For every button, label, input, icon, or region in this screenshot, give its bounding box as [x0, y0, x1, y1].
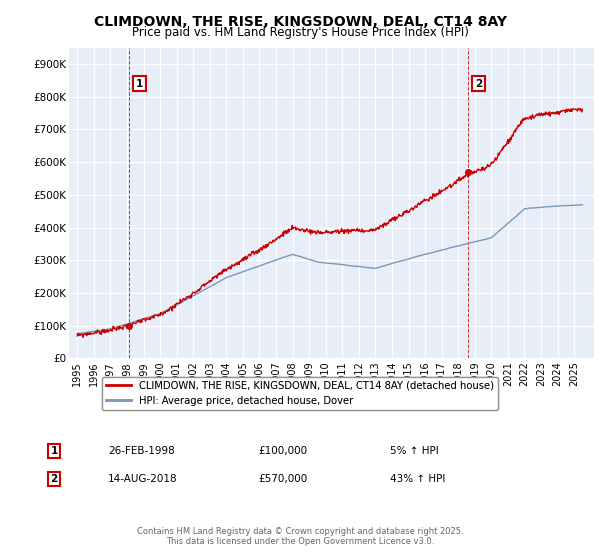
Legend: CLIMDOWN, THE RISE, KINGSDOWN, DEAL, CT14 8AY (detached house), HPI: Average pri: CLIMDOWN, THE RISE, KINGSDOWN, DEAL, CT1…: [102, 377, 498, 410]
Text: 26-FEB-1998: 26-FEB-1998: [108, 446, 175, 456]
Text: 2: 2: [475, 79, 482, 89]
Text: CLIMDOWN, THE RISE, KINGSDOWN, DEAL, CT14 8AY: CLIMDOWN, THE RISE, KINGSDOWN, DEAL, CT1…: [94, 15, 506, 29]
Text: £570,000: £570,000: [258, 474, 307, 484]
Text: 43% ↑ HPI: 43% ↑ HPI: [390, 474, 445, 484]
Text: 1: 1: [50, 446, 58, 456]
Text: Contains HM Land Registry data © Crown copyright and database right 2025.
This d: Contains HM Land Registry data © Crown c…: [137, 526, 463, 546]
Text: £100,000: £100,000: [258, 446, 307, 456]
Text: 14-AUG-2018: 14-AUG-2018: [108, 474, 178, 484]
Text: 5% ↑ HPI: 5% ↑ HPI: [390, 446, 439, 456]
Text: 1: 1: [136, 79, 143, 89]
Text: 2: 2: [50, 474, 58, 484]
Text: Price paid vs. HM Land Registry's House Price Index (HPI): Price paid vs. HM Land Registry's House …: [131, 26, 469, 39]
